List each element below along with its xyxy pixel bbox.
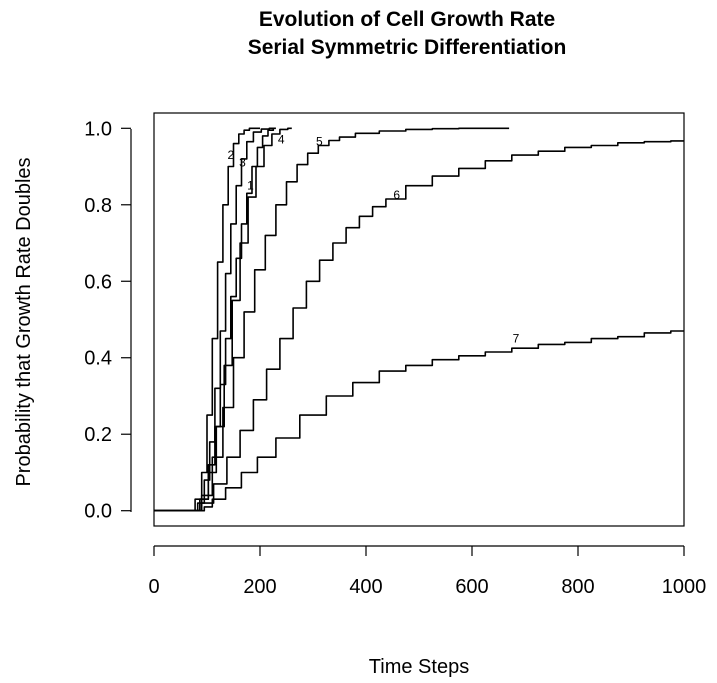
series-line-4 (154, 127, 292, 512)
y-tick-label: 0.8 (84, 195, 112, 217)
y-tick-label: 0.2 (84, 424, 112, 446)
series-label-7: 7 (513, 331, 520, 345)
series-label-6: 6 (393, 188, 400, 202)
series-line-1 (154, 127, 276, 512)
series-line-6 (154, 140, 684, 512)
series-line-3 (154, 127, 274, 512)
x-axis-title: Time Steps (369, 656, 469, 678)
x-tick-label: 0 (148, 576, 159, 598)
y-tick-label: 0.0 (84, 501, 112, 523)
x-tick-label: 1000 (662, 576, 707, 598)
y-tick-label: 0.4 (84, 348, 112, 370)
series-label-2: 2 (228, 148, 235, 162)
y-tick-label: 1.0 (84, 118, 112, 140)
series-line-7 (154, 330, 684, 512)
y-axis-title: Probability that Growth Rate Doubles (13, 157, 35, 486)
x-tick-label: 800 (561, 576, 594, 598)
y-tick-label: 0.6 (84, 271, 112, 293)
series-line-5 (154, 127, 510, 512)
series-label-3: 3 (239, 156, 246, 170)
x-axis-ticks: 0 200 400 600 800 1000 (148, 546, 706, 598)
series-label-4: 4 (278, 133, 285, 147)
plot-frame (153, 112, 685, 527)
x-tick-label: 600 (455, 576, 488, 598)
chart-title-line1: Evolution of Cell Growth Rate (259, 8, 555, 31)
series-label-1: 1 (247, 178, 254, 192)
x-tick-label: 200 (243, 576, 276, 598)
series-label-5: 5 (316, 135, 323, 149)
chart-title-line2: Serial Symmetric Differentiation (248, 36, 567, 59)
y-axis-ticks: 0.0 0.2 0.4 0.6 0.8 1.0 (84, 118, 131, 523)
x-tick-label: 400 (349, 576, 382, 598)
